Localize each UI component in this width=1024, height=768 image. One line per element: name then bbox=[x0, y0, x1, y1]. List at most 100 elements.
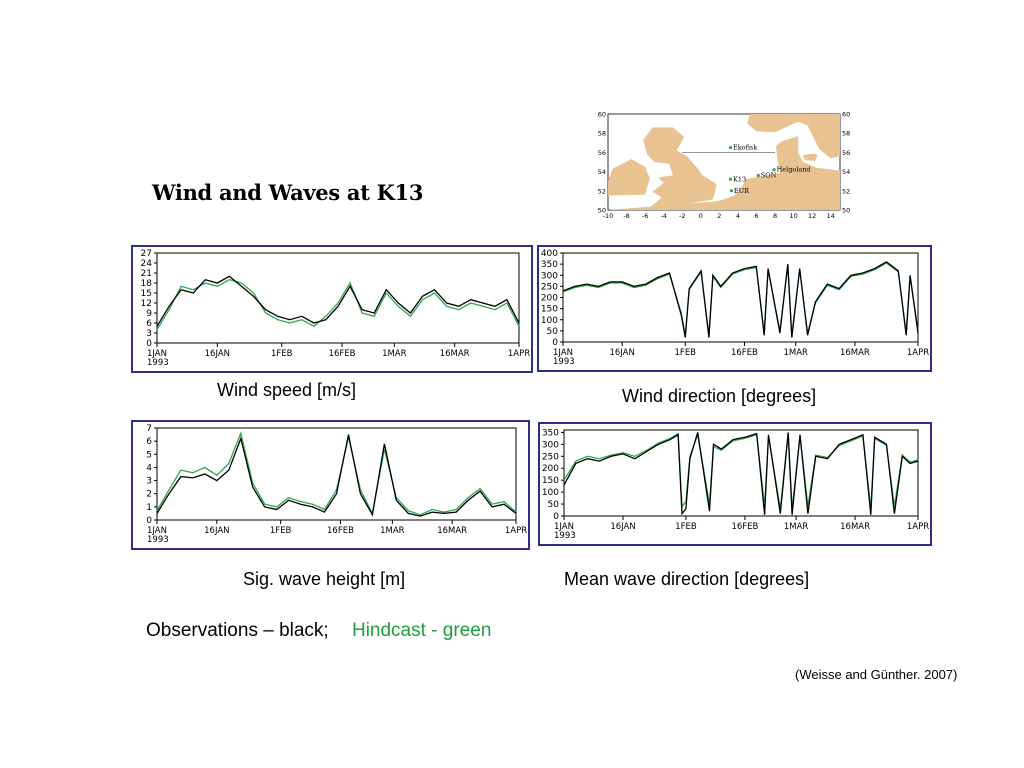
x-tick-label: 16MAR bbox=[437, 526, 467, 536]
y-tick-label: 27 bbox=[141, 249, 152, 259]
y-tick-label: 0 bbox=[146, 339, 152, 349]
lat-tick-label: 52 bbox=[598, 187, 606, 195]
y-tick-label: 15 bbox=[141, 289, 152, 299]
x-tick-label: 16FEB bbox=[329, 349, 356, 359]
y-tick-label: 200 bbox=[541, 294, 558, 304]
x-tick-label: 1JAN bbox=[147, 349, 167, 359]
x-tick-label: 16JAN bbox=[609, 348, 634, 358]
great-britain-shape bbox=[643, 127, 717, 209]
y-tick-label: 2 bbox=[146, 490, 152, 500]
series-line-hindcast bbox=[562, 262, 919, 336]
ireland-shape bbox=[608, 159, 650, 196]
wind-speed-panel: 0 3 6 9 12 15 18 21 24 27 1JAN 1993 16JAN 1FEB 16FEB 1M… bbox=[131, 245, 533, 373]
page-title: Wind and Waves at K13 bbox=[152, 180, 424, 205]
y-tick-label: 0 bbox=[552, 338, 558, 348]
station-marker bbox=[728, 146, 733, 150]
x-tick-label: 1FEB bbox=[675, 348, 697, 358]
lat-tick-label: 58 bbox=[842, 130, 850, 138]
lon-tick-label: -2 bbox=[679, 212, 685, 220]
x-tick-label: 16MAR bbox=[440, 349, 470, 359]
lon-tick-label: 8 bbox=[773, 212, 777, 220]
y-tick-label: 3 bbox=[146, 329, 152, 339]
x-tick-label: 1APR bbox=[907, 348, 929, 358]
y-tick-label: 0 bbox=[553, 512, 559, 522]
lon-tick-label: -10 bbox=[603, 212, 614, 220]
zealand-shape bbox=[802, 153, 818, 161]
wave-direction-panel: 0 50 100 150 200 250 300 350 1JAN 1993 16JAN 1FEB 16… bbox=[538, 422, 932, 546]
station-label: Ekofisk bbox=[733, 144, 757, 152]
y-tick-label: 6 bbox=[146, 437, 152, 447]
y-tick-label: 150 bbox=[542, 476, 559, 486]
x-tick-label: 16JAN bbox=[204, 526, 229, 536]
station-label: Helgoland bbox=[777, 166, 811, 174]
series-line-hindcast bbox=[156, 431, 517, 516]
x-tick-label: 1APR bbox=[505, 526, 527, 536]
x-tick-label: 16JAN bbox=[205, 349, 230, 359]
y-tick-label: 4 bbox=[146, 463, 152, 473]
series-line-observations bbox=[156, 434, 517, 517]
station-label: SON bbox=[761, 171, 777, 179]
x-tick-label: 16FEB bbox=[327, 526, 354, 536]
lon-tick-label: 6 bbox=[754, 212, 758, 220]
lat-tick-label: 50 bbox=[598, 207, 606, 215]
y-tick-label: 50 bbox=[548, 500, 560, 510]
station-marker bbox=[729, 189, 734, 193]
plot-frame bbox=[156, 427, 517, 521]
y-tick-label: 350 bbox=[541, 260, 558, 270]
citation: (Weisse and Günther. 2007) bbox=[795, 667, 958, 682]
wind-direction-caption: Wind direction [degrees] bbox=[622, 386, 817, 406]
lon-tick-label: -4 bbox=[660, 212, 666, 220]
y-tick-label: 9 bbox=[146, 309, 152, 319]
x-tick-label: 1993 bbox=[554, 531, 576, 541]
wind-speed-caption: Wind speed [m/s] bbox=[217, 380, 357, 400]
x-tick-label: 16MAR bbox=[840, 522, 870, 532]
x-tick-label: 16FEB bbox=[731, 348, 758, 358]
y-tick-label: 200 bbox=[542, 464, 559, 474]
y-tick-label: 100 bbox=[542, 488, 559, 498]
x-tick-label: 1MAR bbox=[382, 349, 407, 359]
sweden-shape bbox=[807, 114, 840, 159]
y-tick-label: 24 bbox=[141, 259, 153, 269]
station-marker bbox=[728, 177, 733, 181]
x-tick-label: 1MAR bbox=[380, 526, 405, 536]
x-tick-label: 1JAN bbox=[554, 522, 574, 532]
lat-tick-label: 58 bbox=[598, 130, 606, 138]
y-tick-label: 18 bbox=[141, 279, 153, 289]
lon-tick-label: 10 bbox=[789, 212, 797, 220]
y-tick-label: 0 bbox=[146, 516, 152, 526]
x-tick-label: 1FEB bbox=[270, 526, 292, 536]
lat-tick-label: 60 bbox=[842, 111, 850, 119]
y-tick-label: 300 bbox=[541, 271, 558, 281]
legend-hindcast: Hindcast - green bbox=[351, 620, 492, 641]
lon-tick-label: 12 bbox=[808, 212, 816, 220]
lat-tick-label: 56 bbox=[598, 149, 606, 157]
y-tick-label: 350 bbox=[542, 428, 559, 438]
lon-tick-label: 2 bbox=[717, 212, 721, 220]
x-tick-label: 1993 bbox=[553, 357, 575, 367]
series-line-observations bbox=[156, 275, 520, 327]
x-tick-label: 1APR bbox=[907, 522, 929, 532]
wave-direction-caption: Mean wave direction [degrees] bbox=[564, 569, 810, 589]
y-tick-label: 250 bbox=[542, 452, 559, 462]
x-tick-label: 1993 bbox=[147, 535, 169, 545]
wave-height-panel: 0 1 2 3 4 5 6 7 1JAN 1993 16JAN 1FEB 16FEB 1MAR 16MAR 1… bbox=[131, 420, 530, 550]
lon-tick-label: -6 bbox=[642, 212, 648, 220]
continent-shape bbox=[608, 136, 840, 210]
series-line-hindcast bbox=[156, 279, 520, 331]
y-tick-label: 100 bbox=[541, 316, 558, 326]
station-label: K13 bbox=[733, 175, 746, 183]
legend: Observations – black; Hindcast - green bbox=[146, 620, 491, 642]
x-tick-label: 1JAN bbox=[553, 348, 573, 358]
series-line-observations bbox=[563, 432, 919, 516]
lat-tick-label: 52 bbox=[842, 187, 850, 195]
norway-shape bbox=[747, 114, 813, 133]
x-tick-label: 1FEB bbox=[271, 349, 293, 359]
x-tick-label: 1APR bbox=[508, 349, 530, 359]
plot-frame bbox=[156, 252, 520, 344]
y-tick-label: 12 bbox=[141, 299, 152, 309]
plot-frame bbox=[562, 252, 919, 343]
y-tick-label: 1 bbox=[146, 503, 152, 513]
x-tick-label: 1MAR bbox=[784, 522, 809, 532]
